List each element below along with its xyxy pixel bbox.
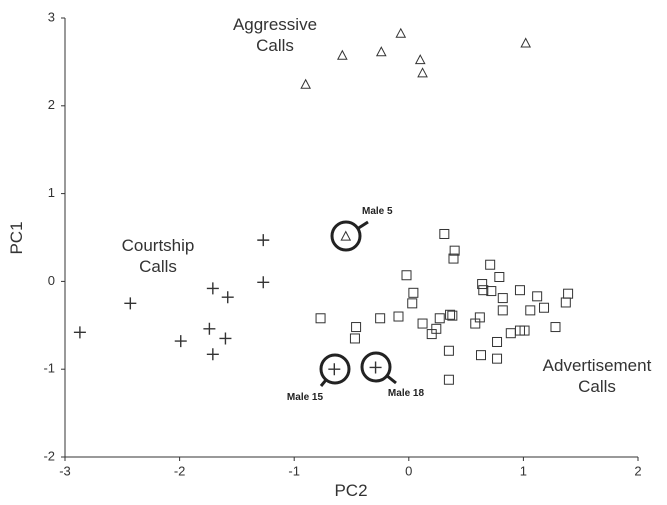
y-tick-label: -1 <box>43 361 55 376</box>
point <box>514 285 525 296</box>
point <box>494 272 505 283</box>
cluster-label: Advertisement Calls <box>542 356 652 396</box>
y-axis-title: PC1 <box>7 221 26 254</box>
point <box>439 228 450 239</box>
point <box>443 345 454 356</box>
x-tick-label: -3 <box>59 463 71 478</box>
point <box>375 313 386 324</box>
cluster-label: Aggressive Calls <box>232 15 318 55</box>
point <box>395 27 407 38</box>
point <box>431 323 442 334</box>
point <box>539 302 550 313</box>
annotation: Male 18 <box>388 388 425 399</box>
y-tick-label: 3 <box>48 9 55 24</box>
point <box>532 291 543 302</box>
callout-ring <box>319 353 351 385</box>
point <box>474 312 485 323</box>
point <box>417 318 428 329</box>
point <box>375 46 387 57</box>
point <box>414 54 426 65</box>
point <box>520 37 532 48</box>
point <box>351 322 362 333</box>
x-tick-label: 1 <box>520 463 527 478</box>
x-axis-title: PC2 <box>334 481 367 500</box>
annotation: Male 5 <box>362 206 393 217</box>
point <box>492 353 503 364</box>
y-tick-label: 2 <box>48 97 55 112</box>
x-tick-label: -2 <box>174 463 186 478</box>
callout-ring <box>330 220 362 252</box>
point <box>497 305 508 316</box>
point <box>337 49 348 60</box>
point <box>174 335 187 348</box>
point <box>393 311 404 322</box>
point <box>407 298 418 309</box>
point <box>300 78 311 89</box>
point <box>206 348 219 361</box>
point <box>315 313 326 324</box>
callout-ring <box>360 351 392 383</box>
point <box>401 270 412 281</box>
point <box>73 326 86 339</box>
callout-handle <box>385 374 397 385</box>
point <box>478 285 489 296</box>
point <box>505 328 516 339</box>
point <box>449 245 460 256</box>
point <box>203 322 216 335</box>
point <box>560 297 571 308</box>
point <box>447 310 458 321</box>
point <box>340 230 352 241</box>
point <box>124 297 137 310</box>
annotation: Male 15 <box>287 392 324 403</box>
point <box>417 67 428 78</box>
point <box>221 291 234 304</box>
point <box>492 336 503 347</box>
point <box>486 286 497 297</box>
point <box>434 313 445 324</box>
point <box>408 287 419 298</box>
x-tick-label: 2 <box>634 463 641 478</box>
point <box>485 259 496 270</box>
point <box>443 374 454 385</box>
point <box>328 363 341 376</box>
callout-handle <box>319 378 328 387</box>
point <box>563 288 574 299</box>
point <box>477 279 488 290</box>
x-tick-label: -1 <box>288 463 300 478</box>
point <box>445 309 456 320</box>
x-tick-label: 0 <box>405 463 412 478</box>
y-tick-label: 1 <box>48 185 55 200</box>
point <box>369 361 382 374</box>
point <box>475 350 486 361</box>
callout-handle <box>357 220 369 230</box>
point <box>349 333 360 344</box>
point <box>257 234 270 247</box>
y-tick-label: 0 <box>48 273 55 288</box>
point <box>497 293 508 304</box>
point <box>219 332 232 345</box>
point <box>525 305 536 316</box>
point <box>448 253 459 264</box>
cluster-label: Courtship Calls <box>121 236 195 276</box>
point <box>519 325 530 336</box>
point <box>550 322 561 333</box>
point <box>257 276 270 289</box>
y-tick-label: -2 <box>43 448 55 463</box>
point <box>206 282 219 295</box>
